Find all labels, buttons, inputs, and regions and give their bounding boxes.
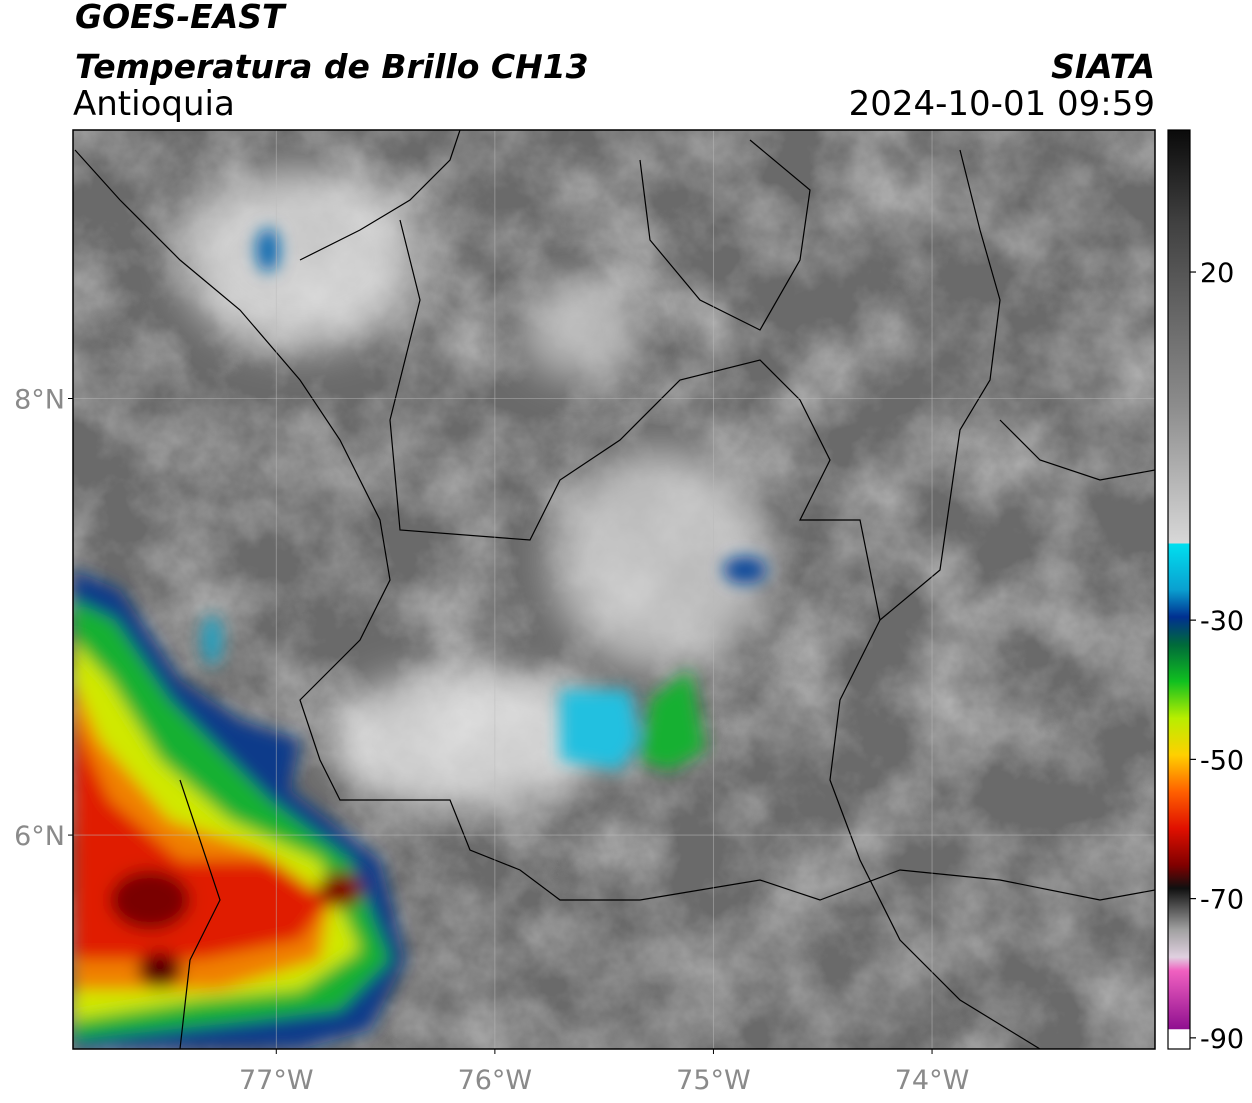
colorbar-ticks: -90 -70 -50 -30 20 [1190, 258, 1244, 1055]
y-tick-label: 6°N [14, 821, 65, 852]
graticule: 77°W 76°W 75°W 74°W 6°N 8°N [14, 130, 1155, 1096]
subtitle: Temperatura de Brillo CH13 [75, 47, 589, 86]
x-tick-label: 77°W [239, 1065, 314, 1096]
borders [74, 130, 1155, 1049]
x-tick-label: 75°W [676, 1065, 751, 1096]
x-tick-label: 74°W [895, 1065, 970, 1096]
colorbar-tick-label: 20 [1200, 258, 1234, 289]
region: Antioquia [73, 84, 235, 124]
colorbar-tick-label: -30 [1200, 606, 1244, 637]
datetime: 2024-10-01 09:59 [849, 84, 1155, 124]
colorbar-tick-label: -90 [1200, 1024, 1244, 1055]
y-tick-label: 8°N [14, 384, 65, 415]
colorbar-tick-label: -50 [1200, 745, 1244, 776]
source: SIATA [1051, 47, 1155, 86]
colorbar-tick-label: -70 [1200, 885, 1244, 916]
satellite-image [73, 130, 1155, 1049]
colorbar [1167, 129, 1191, 1050]
map-frame [72, 129, 1156, 1050]
title: GOES-EAST [75, 0, 287, 36]
x-tick-label: 76°W [458, 1065, 533, 1096]
